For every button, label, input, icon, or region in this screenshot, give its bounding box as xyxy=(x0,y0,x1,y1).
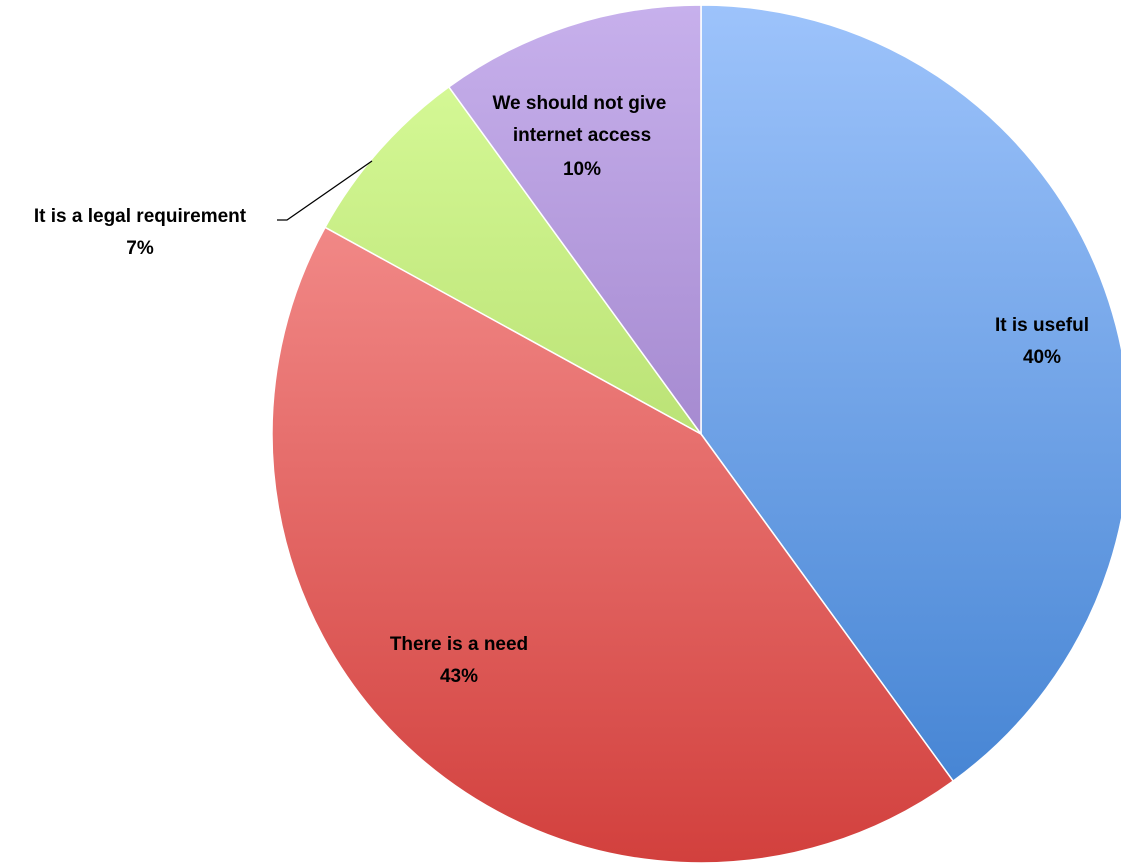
slice-it-is-useful xyxy=(700,4,1121,783)
label-no-access-name: We should not give internet access xyxy=(492,93,671,146)
slice-there-is-a-need xyxy=(271,226,955,864)
label-legal-name: It is a legal requirement xyxy=(34,206,247,227)
label-useful-value: 40% xyxy=(1023,347,1061,368)
legal-requirement-leader-line xyxy=(277,160,373,221)
label-useful-name: It is useful xyxy=(995,315,1089,336)
label-legal-value: 7% xyxy=(126,238,154,259)
label-need-name: There is a need xyxy=(390,634,528,655)
label-no-access-value: 10% xyxy=(563,159,601,180)
slice-legal-requirement xyxy=(324,85,702,435)
slice-no-internet-access xyxy=(447,4,702,437)
label-need-value: 43% xyxy=(440,666,478,687)
